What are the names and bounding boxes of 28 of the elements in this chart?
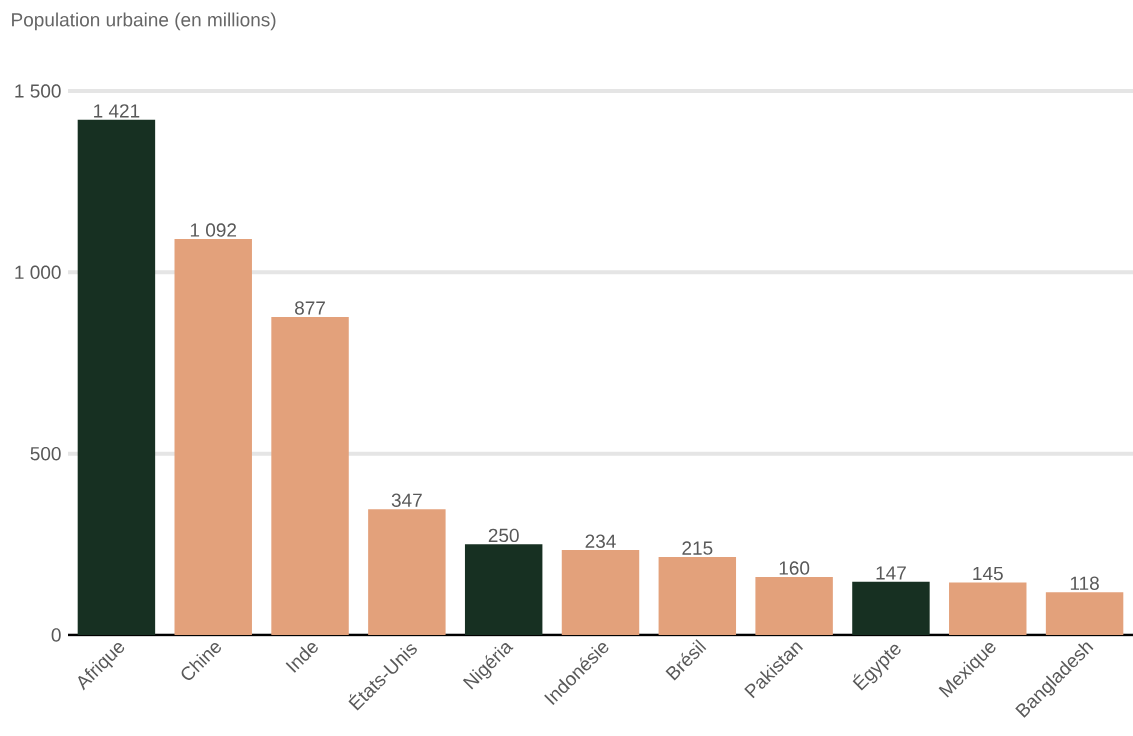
- y-tick-label: 500: [30, 446, 61, 461]
- data-label: 118: [1070, 576, 1099, 590]
- data-label: 160: [779, 561, 810, 575]
- y-axis-title: Population urbaine (en millions): [12, 12, 276, 31]
- y-tick-label: 1 000: [15, 265, 61, 280]
- data-label: 347: [391, 493, 422, 507]
- bar: [271, 316, 349, 635]
- bar: [1045, 592, 1124, 635]
- data-label: 147: [876, 566, 906, 580]
- y-tick-label: 1 500: [15, 84, 61, 98]
- data-label: 215: [682, 541, 713, 555]
- bar: [174, 238, 252, 635]
- y-tick-label: 0: [51, 628, 61, 642]
- bar: [755, 576, 833, 635]
- data-label: 1 092: [190, 223, 237, 237]
- data-label: 1 421: [94, 104, 140, 118]
- bar: [561, 550, 640, 635]
- bar: [464, 544, 543, 635]
- bar: [852, 581, 930, 635]
- data-label: 145: [973, 566, 1003, 581]
- x-tick-label: Inde: [285, 642, 318, 673]
- data-label: 234: [585, 534, 616, 548]
- bar: [658, 557, 737, 635]
- bar: [77, 119, 156, 635]
- bar: [368, 509, 446, 635]
- bar: [949, 582, 1027, 635]
- data-label: 250: [488, 528, 519, 543]
- data-label: 877: [295, 301, 325, 315]
